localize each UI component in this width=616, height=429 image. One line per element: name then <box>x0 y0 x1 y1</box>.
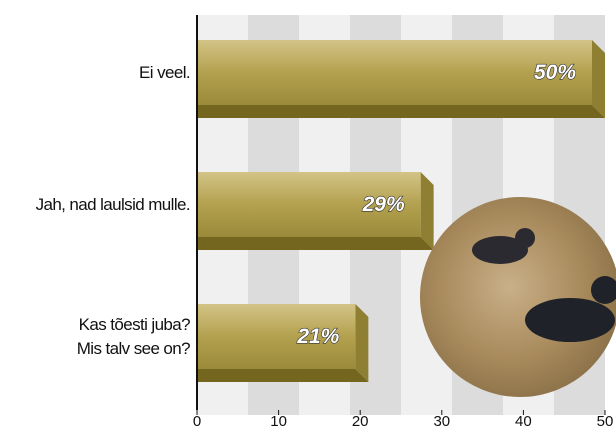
value-label: 29% <box>362 193 405 216</box>
value-label: 50% <box>534 61 576 84</box>
x-tick-label: 30 <box>433 413 450 429</box>
bar-bottom <box>197 105 605 118</box>
bar-side <box>592 40 605 118</box>
bar <box>197 304 368 382</box>
x-tick-label: 0 <box>193 413 201 429</box>
category-label: Kas tõesti juba? Mis talv see on? <box>0 313 190 361</box>
photo <box>420 197 616 397</box>
bar-side <box>421 172 434 250</box>
x-tick-label: 20 <box>352 413 369 429</box>
chart: 0 10 20 30 40 50 50% 29% 21% Ei veel. Jah, nad la… <box>0 0 616 429</box>
bar-face <box>197 40 592 105</box>
bar-side <box>355 304 368 382</box>
x-tick-label: 10 <box>270 413 287 429</box>
x-tick-label: 50 <box>597 413 614 429</box>
bar-bottom <box>197 369 368 382</box>
category-label: Ei veel. <box>0 61 190 85</box>
x-tick-label: 40 <box>515 413 532 429</box>
category-label: Jah, nad laulsid mulle. <box>0 193 190 217</box>
bar-bottom <box>197 237 434 250</box>
value-label: 21% <box>296 325 339 348</box>
